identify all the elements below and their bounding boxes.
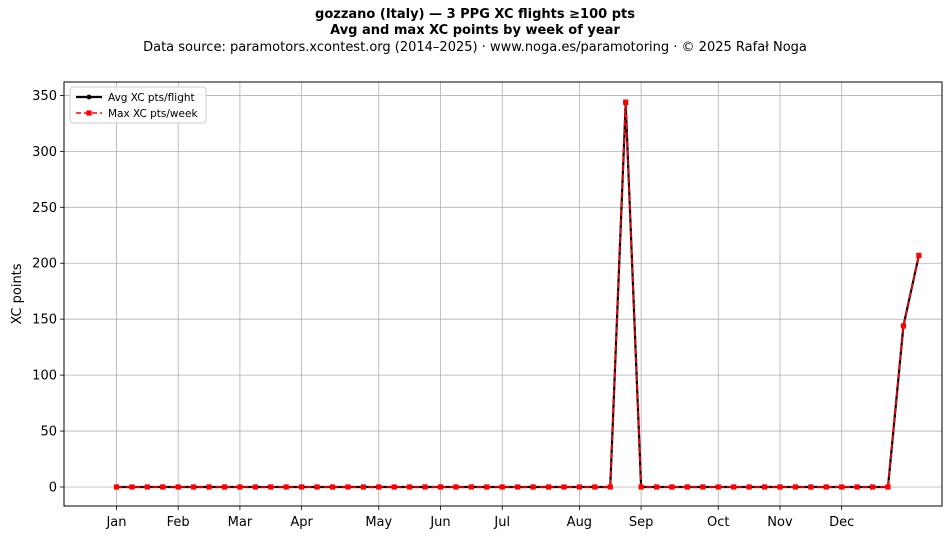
chart-titles: gozzano (Italy) — 3 PPG XC flights ≥100 … — [0, 7, 950, 56]
y-axis-label: XC points — [10, 263, 25, 324]
data-point — [761, 484, 768, 490]
data-point — [129, 484, 135, 490]
data-point — [113, 484, 120, 490]
x-tick-label: Dec — [829, 515, 854, 530]
data-point — [360, 484, 366, 490]
data-point — [900, 323, 907, 329]
data-point — [437, 484, 444, 490]
data-point — [792, 484, 799, 490]
data-point — [746, 484, 752, 490]
data-point — [252, 484, 258, 490]
data-point — [283, 484, 289, 490]
data-point — [854, 484, 860, 490]
data-point — [839, 484, 845, 490]
y-tick-label: 350 — [32, 89, 57, 104]
data-point — [499, 484, 505, 490]
y-tick-label: 150 — [32, 313, 57, 328]
x-tick-label: Feb — [167, 515, 190, 530]
data-point — [468, 484, 474, 490]
data-point — [160, 484, 166, 490]
data-point — [669, 484, 675, 490]
x-tick-label: Apr — [290, 515, 313, 530]
legend-marker — [86, 110, 92, 116]
data-point — [268, 484, 274, 490]
data-point — [653, 484, 660, 490]
data-point — [715, 484, 721, 490]
data-point — [206, 484, 212, 490]
axes: Jan Feb Mar Apr May Jun Jul Aug Sep Oct Nov Dec 0 50 1… — [32, 89, 854, 530]
data-point — [175, 484, 181, 490]
data-point — [545, 484, 552, 490]
y-tick-label: 300 — [32, 145, 57, 160]
y-tick-label: 50 — [40, 425, 57, 440]
x-tick-label: Jul — [493, 515, 510, 530]
series-line — [116, 102, 920, 489]
chart-subtitle: Avg and max XC points by week of year — [330, 23, 620, 38]
y-tick-label: 200 — [32, 257, 57, 272]
legend: Avg XC pts/flight Max XC pts/week — [69, 86, 207, 124]
data-point — [221, 484, 228, 490]
data-point — [576, 484, 582, 490]
y-tick-label: 100 — [32, 369, 57, 384]
x-tick-label: Sep — [629, 515, 654, 530]
legend-box — [69, 86, 207, 124]
data-point — [561, 484, 567, 490]
data-point — [407, 484, 413, 490]
x-tick-label: May — [365, 515, 392, 530]
data-point — [314, 484, 320, 490]
data-source-note: Data source: paramotors.xcontest.org (20… — [143, 40, 807, 55]
x-tick-label: Nov — [767, 515, 793, 530]
series-max — [113, 99, 922, 490]
data-point — [916, 252, 922, 259]
data-point — [700, 484, 706, 490]
legend-label: Max XC pts/week — [108, 108, 198, 120]
data-point — [422, 484, 428, 490]
series-line — [116, 101, 920, 488]
data-point — [684, 484, 690, 490]
data-point — [607, 484, 613, 490]
data-point — [623, 99, 629, 105]
data-point — [484, 484, 490, 490]
data-point — [299, 484, 305, 490]
x-tick-label: Oct — [707, 515, 729, 530]
data-point — [345, 484, 351, 490]
y-tick-label: 0 — [49, 480, 57, 495]
data-point — [530, 484, 536, 490]
y-tick-label: 250 — [32, 201, 57, 216]
data-point — [237, 484, 243, 490]
series-layer — [113, 99, 922, 490]
grid-lines — [64, 82, 942, 506]
plot-frame — [63, 81, 943, 507]
x-tick-label: Jun — [429, 515, 450, 530]
data-point — [731, 484, 737, 490]
data-point — [144, 484, 150, 490]
data-point — [885, 484, 891, 490]
data-point — [391, 484, 397, 490]
x-tick-label: Mar — [228, 515, 253, 530]
data-point — [869, 484, 876, 490]
data-point — [515, 484, 521, 490]
data-point — [638, 484, 644, 490]
data-point — [823, 484, 829, 490]
data-point — [191, 484, 197, 490]
data-point — [808, 484, 814, 490]
data-point — [453, 484, 459, 490]
data-point — [592, 484, 598, 490]
data-point — [329, 484, 336, 490]
chart-title: gozzano (Italy) — 3 PPG XC flights ≥100 … — [315, 7, 635, 22]
data-point — [777, 484, 783, 490]
x-tick-label: Jan — [105, 515, 126, 530]
legend-label: Avg XC pts/flight — [108, 92, 195, 104]
legend-marker — [86, 94, 92, 100]
data-point — [376, 484, 382, 490]
x-tick-label: Aug — [567, 515, 592, 530]
